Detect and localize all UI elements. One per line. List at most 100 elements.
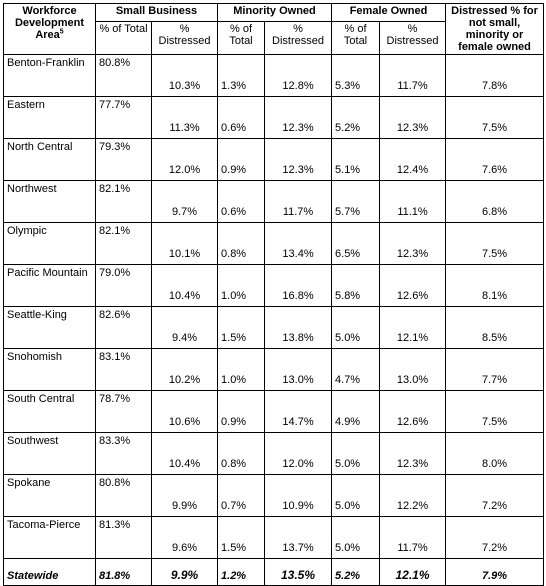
statewide-other: 7.9% bbox=[445, 558, 545, 586]
mo-total-cell: 1.0% bbox=[217, 264, 266, 307]
fo-total-cell: 5.1% bbox=[331, 138, 381, 181]
fo-distressed-cell: 12.2% bbox=[379, 474, 447, 517]
fo-total-cell: 5.3% bbox=[331, 54, 381, 97]
fo-total-cell: 6.5% bbox=[331, 222, 381, 265]
distressed-other-cell: 7.5% bbox=[445, 96, 545, 139]
area-cell: Benton-Franklin bbox=[3, 54, 96, 97]
area-cell: Olympic bbox=[3, 222, 96, 265]
distressed-other-cell: 7.2% bbox=[445, 516, 545, 559]
sb-distressed-cell: 10.4% bbox=[150, 264, 219, 307]
area-cell: Spokane bbox=[3, 474, 96, 517]
table-row: Spokane 80.8% 9.9% 0.7% 10.9% 5.0% 12.2% 7.2% bbox=[3, 474, 545, 517]
mo-total-cell: 0.8% bbox=[217, 432, 266, 475]
sb-distressed-cell: 10.6% bbox=[150, 390, 219, 433]
mo-distressed-cell: 14.7% bbox=[264, 390, 333, 433]
sb-distressed-cell: 9.7% bbox=[150, 180, 219, 223]
table-row: Northwest 82.1% 9.7% 0.6% 11.7% 5.7% 11.1% 6.8% bbox=[3, 180, 545, 223]
statewide-label: Statewide bbox=[3, 558, 96, 586]
mo-total-cell: 0.6% bbox=[217, 180, 266, 223]
distressed-other-cell: 7.8% bbox=[445, 54, 545, 97]
area-cell: Tacoma-Pierce bbox=[3, 516, 96, 559]
distress-table: Workforce Development Area5 Small Busine… bbox=[3, 2, 545, 586]
mo-distressed-cell: 16.8% bbox=[264, 264, 333, 307]
mo-pct-total-header: % of Total bbox=[217, 21, 266, 55]
sb-total-cell: 81.3% bbox=[95, 516, 152, 559]
statewide-sb-distressed: 9.9% bbox=[150, 558, 219, 586]
fo-pct-distressed-header: % Distressed bbox=[379, 21, 447, 55]
table-row: North Central 79.3% 12.0% 0.9% 12.3% 5.1% 12.4… bbox=[3, 138, 545, 181]
sb-distressed-cell: 9.9% bbox=[150, 474, 219, 517]
mo-distressed-cell: 12.3% bbox=[264, 138, 333, 181]
fo-distressed-cell: 12.3% bbox=[379, 222, 447, 265]
header-row-subcols: % of Total % Distressed % of Total % Dis… bbox=[4, 21, 544, 55]
distressed-other-cell: 7.2% bbox=[445, 474, 545, 517]
fo-distressed-cell: 11.7% bbox=[379, 54, 447, 97]
area-cell: South Central bbox=[3, 390, 96, 433]
distressed-other-header: Distressed % for not small, minority or … bbox=[445, 3, 545, 55]
distressed-other-cell: 8.0% bbox=[445, 432, 545, 475]
fo-total-cell: 5.2% bbox=[331, 96, 381, 139]
statewide-mo-distressed: 13.5% bbox=[264, 558, 333, 586]
fo-distressed-cell: 12.3% bbox=[379, 432, 447, 475]
sb-distressed-cell: 10.1% bbox=[150, 222, 219, 265]
distressed-other-cell: 8.5% bbox=[445, 306, 545, 349]
female-owned-header: Female Owned bbox=[331, 2, 447, 23]
area-cell: North Central bbox=[3, 138, 96, 181]
sb-total-cell: 79.0% bbox=[95, 264, 152, 307]
table-row: Seattle-King 82.6% 9.4% 1.5% 13.8% 5.0% 12.1% 8… bbox=[3, 306, 545, 349]
statewide-row: Statewide 81.8% 9.9% 1.2% 13.5% 5.2% 12.1% 7.9% bbox=[3, 558, 545, 586]
distressed-other-cell: 7.7% bbox=[445, 348, 545, 391]
table-row: South Central 78.7% 10.6% 0.9% 14.7% 4.9% 12.6… bbox=[3, 390, 545, 433]
fo-total-cell: 5.8% bbox=[331, 264, 381, 307]
fo-total-cell: 5.0% bbox=[331, 306, 381, 349]
distressed-other-cell: 7.6% bbox=[445, 138, 545, 181]
mo-distressed-cell: 12.0% bbox=[264, 432, 333, 475]
distressed-other-cell: 7.5% bbox=[445, 222, 545, 265]
fo-distressed-cell: 12.6% bbox=[379, 264, 447, 307]
sb-total-cell: 82.1% bbox=[95, 180, 152, 223]
area-cell: Northwest bbox=[3, 180, 96, 223]
area-header: Workforce Development Area5 bbox=[3, 3, 96, 55]
sb-distressed-cell: 9.6% bbox=[150, 516, 219, 559]
distressed-other-cell: 8.1% bbox=[445, 264, 545, 307]
footnote-marker: 5 bbox=[59, 28, 64, 36]
sb-total-cell: 80.8% bbox=[95, 54, 152, 97]
fo-total-cell: 5.0% bbox=[331, 432, 381, 475]
fo-distressed-cell: 11.1% bbox=[379, 180, 447, 223]
mo-pct-distressed-header: % Distressed bbox=[264, 21, 333, 55]
area-cell: Seattle-King bbox=[3, 306, 96, 349]
mo-distressed-cell: 12.8% bbox=[264, 54, 333, 97]
sb-distressed-cell: 10.3% bbox=[150, 54, 219, 97]
table-row: Southwest 83.3% 10.4% 0.8% 12.0% 5.0% 12.3% 8.0… bbox=[3, 432, 545, 475]
mo-distressed-cell: 11.7% bbox=[264, 180, 333, 223]
statewide-sb-total: 81.8% bbox=[95, 558, 152, 586]
fo-pct-total-header: % of Total bbox=[331, 21, 381, 55]
distressed-other-cell: 6.8% bbox=[445, 180, 545, 223]
mo-total-cell: 0.8% bbox=[217, 222, 266, 265]
mo-distressed-cell: 13.0% bbox=[264, 348, 333, 391]
statewide-fo-distressed: 12.1% bbox=[379, 558, 447, 586]
sb-distressed-cell: 12.0% bbox=[150, 138, 219, 181]
sb-pct-distressed-header: % Distressed bbox=[150, 21, 219, 55]
header-row-groups: Workforce Development Area5 Small Busine… bbox=[3, 2, 545, 55]
area-cell: Snohomish bbox=[3, 348, 96, 391]
sb-total-cell: 79.3% bbox=[95, 138, 152, 181]
mo-distressed-cell: 13.4% bbox=[264, 222, 333, 265]
sb-total-cell: 83.3% bbox=[95, 432, 152, 475]
mo-total-cell: 1.5% bbox=[217, 516, 266, 559]
table-row: Pacific Mountain 79.0% 10.4% 1.0% 16.8% 5.8% 1… bbox=[3, 264, 545, 307]
table-row: Snohomish 83.1% 10.2% 1.0% 13.0% 4.7% 13.0% 7.7… bbox=[3, 348, 545, 391]
fo-distressed-cell: 12.3% bbox=[379, 96, 447, 139]
table-row: Olympic 82.1% 10.1% 0.8% 13.4% 6.5% 12.3% 7.5% bbox=[3, 222, 545, 265]
table-body: Benton-Franklin 80.8% 10.3% 1.3% 12.8% 5.3% 11… bbox=[3, 54, 545, 586]
sb-total-cell: 82.1% bbox=[95, 222, 152, 265]
mo-total-cell: 1.5% bbox=[217, 306, 266, 349]
sb-distressed-cell: 11.3% bbox=[150, 96, 219, 139]
sb-total-cell: 78.7% bbox=[95, 390, 152, 433]
fo-total-cell: 4.7% bbox=[331, 348, 381, 391]
statewide-fo-total: 5.2% bbox=[331, 558, 381, 586]
area-cell: Eastern bbox=[3, 96, 96, 139]
mo-total-cell: 0.7% bbox=[217, 474, 266, 517]
fo-distressed-cell: 12.6% bbox=[379, 390, 447, 433]
table-row: Eastern 77.7% 11.3% 0.6% 12.3% 5.2% 12.3% 7.5% bbox=[3, 96, 545, 139]
